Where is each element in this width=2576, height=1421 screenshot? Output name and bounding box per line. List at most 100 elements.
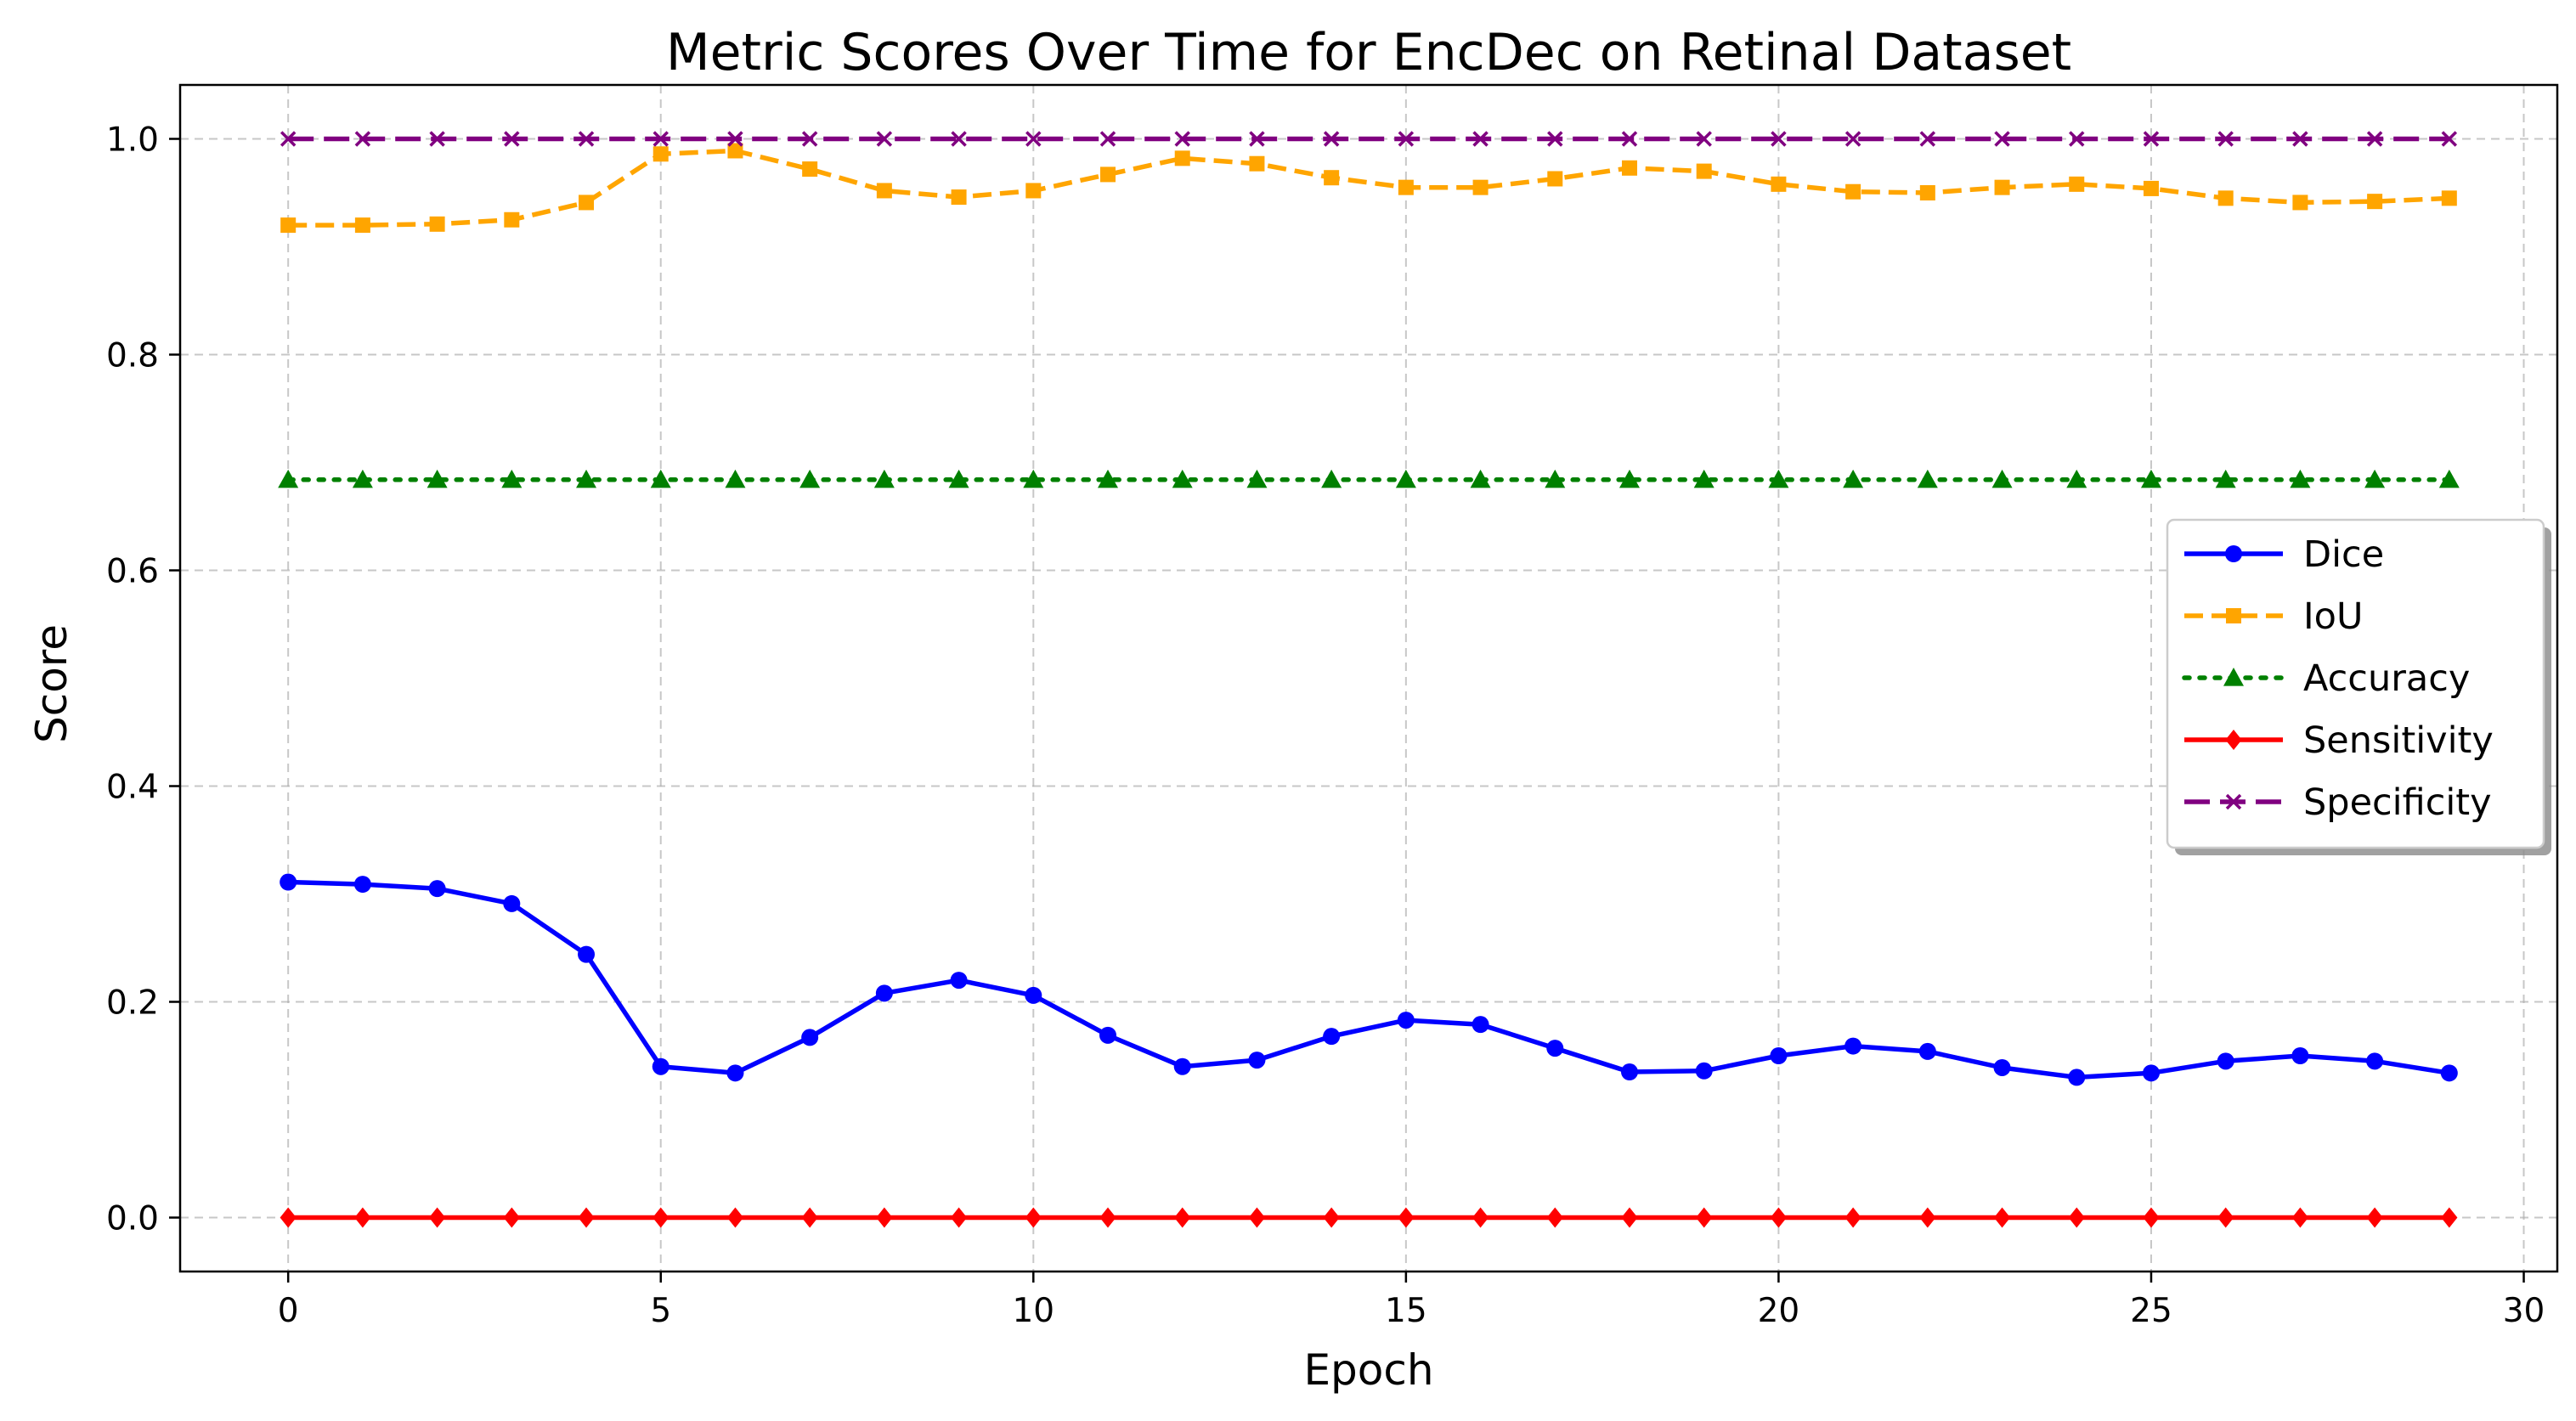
data-point-dice xyxy=(1695,1062,1713,1080)
data-point-iou xyxy=(951,189,967,206)
data-point-specificity xyxy=(1547,131,1563,147)
data-point-iou xyxy=(727,143,743,159)
data-point-accuracy xyxy=(725,469,746,488)
data-point-iou xyxy=(2441,190,2457,206)
data-point-iou xyxy=(354,217,370,234)
data-point-sensitivity xyxy=(801,1207,818,1228)
data-point-specificity xyxy=(1621,131,1638,147)
data-point-accuracy xyxy=(873,469,895,488)
data-point-dice xyxy=(950,972,968,990)
series-iou xyxy=(280,143,2457,234)
x-tick-label: 15 xyxy=(1385,1292,1427,1330)
data-point-iou xyxy=(1398,179,1414,195)
data-point-sensitivity xyxy=(876,1207,893,1228)
data-point-specificity xyxy=(951,131,967,147)
data-point-dice xyxy=(280,873,297,891)
data-point-accuracy xyxy=(1023,469,1044,488)
data-point-specificity xyxy=(1696,131,1712,147)
data-point-dice xyxy=(503,894,521,912)
data-point-iou xyxy=(1919,185,1935,200)
legend-entry-specificity: Specificity xyxy=(2184,781,2492,824)
data-point-iou xyxy=(876,183,892,199)
x-tick-label: 25 xyxy=(2130,1292,2172,1330)
data-point-sensitivity xyxy=(652,1207,669,1228)
data-point-dice xyxy=(1770,1047,1788,1064)
y-axis-label: Score xyxy=(27,624,76,743)
data-point-dice xyxy=(353,876,371,894)
data-point-dice xyxy=(428,880,446,898)
data-point-iou xyxy=(1621,160,1637,176)
data-point-accuracy xyxy=(1246,469,1268,488)
data-point-sensitivity xyxy=(429,1207,446,1228)
data-point-specificity xyxy=(1099,131,1116,147)
data-point-sensitivity xyxy=(1844,1207,1861,1228)
data-point-sensitivity xyxy=(1099,1207,1116,1228)
legend-box xyxy=(2166,518,2545,849)
legend-entry-dice: Dice xyxy=(2184,533,2384,576)
data-point-specificity xyxy=(354,131,371,147)
legend-label-dice: Dice xyxy=(2303,533,2384,576)
data-point-specificity xyxy=(2292,131,2308,147)
data-point-dice xyxy=(1025,986,1042,1004)
data-point-accuracy xyxy=(948,469,969,488)
data-point-dice xyxy=(1248,1052,1266,1069)
data-point-iou xyxy=(802,161,818,178)
data-point-accuracy xyxy=(1843,469,1864,488)
legend-label-iou: IoU xyxy=(2303,595,2363,638)
legend-entry-sensitivity: Sensitivity xyxy=(2184,719,2494,762)
data-point-specificity xyxy=(652,131,669,147)
data-point-dice xyxy=(2142,1064,2160,1082)
data-point-specificity xyxy=(2217,131,2234,147)
data-point-accuracy xyxy=(2140,469,2161,488)
legend-label-sensitivity: Sensitivity xyxy=(2303,719,2494,762)
data-point-dice xyxy=(1323,1028,1341,1046)
data-point-accuracy xyxy=(1917,469,1938,488)
data-point-specificity xyxy=(1249,131,1265,147)
data-point-specificity xyxy=(1025,131,1042,147)
data-point-iou xyxy=(1845,183,1861,200)
data-point-dice xyxy=(578,945,596,963)
data-point-sensitivity xyxy=(1993,1207,2011,1228)
series-accuracy xyxy=(278,469,2460,488)
data-point-dice xyxy=(726,1064,744,1082)
data-point-accuracy xyxy=(501,469,523,488)
data-point-sensitivity xyxy=(1025,1207,1042,1228)
data-point-iou xyxy=(2367,194,2383,210)
data-point-sensitivity xyxy=(2143,1207,2160,1228)
data-point-specificity xyxy=(2366,131,2383,147)
data-point-accuracy xyxy=(576,469,597,488)
plot-frame xyxy=(178,83,2559,1273)
data-point-dice xyxy=(652,1057,669,1075)
legend-marker-dice xyxy=(2225,545,2242,562)
data-point-sensitivity xyxy=(950,1207,968,1228)
data-point-dice xyxy=(1546,1040,1564,1057)
data-point-accuracy xyxy=(1172,469,1193,488)
data-point-iou xyxy=(579,195,595,211)
data-point-dice xyxy=(2366,1052,2384,1070)
series-sensitivity xyxy=(280,1207,2458,1228)
data-point-accuracy xyxy=(427,469,448,488)
data-point-sensitivity xyxy=(280,1207,297,1228)
y-tick-label: 0.0 xyxy=(106,1200,159,1238)
data-point-sensitivity xyxy=(354,1207,371,1228)
data-point-accuracy xyxy=(1618,469,1640,488)
data-point-dice xyxy=(1844,1037,1862,1055)
data-point-sensitivity xyxy=(1174,1207,1191,1228)
data-point-specificity xyxy=(1174,131,1190,147)
data-point-specificity xyxy=(2441,131,2458,147)
data-point-sensitivity xyxy=(1696,1207,1713,1228)
data-point-specificity xyxy=(1323,131,1340,147)
data-point-dice xyxy=(801,1029,819,1046)
data-point-sensitivity xyxy=(1919,1207,1936,1228)
data-point-dice xyxy=(2068,1069,2086,1086)
legend-label-accuracy: Accuracy xyxy=(2303,657,2470,700)
legend-marker-accuracy xyxy=(2223,668,2244,686)
legend-entry-iou: IoU xyxy=(2184,595,2363,638)
data-point-sensitivity xyxy=(726,1207,744,1228)
data-point-dice xyxy=(1472,1016,1489,1034)
data-point-dice xyxy=(1397,1012,1415,1029)
data-point-accuracy xyxy=(799,469,821,488)
x-axis-ticks: 0 5 10 15 20 25 30 xyxy=(278,1272,2545,1330)
data-point-specificity xyxy=(1844,131,1861,147)
